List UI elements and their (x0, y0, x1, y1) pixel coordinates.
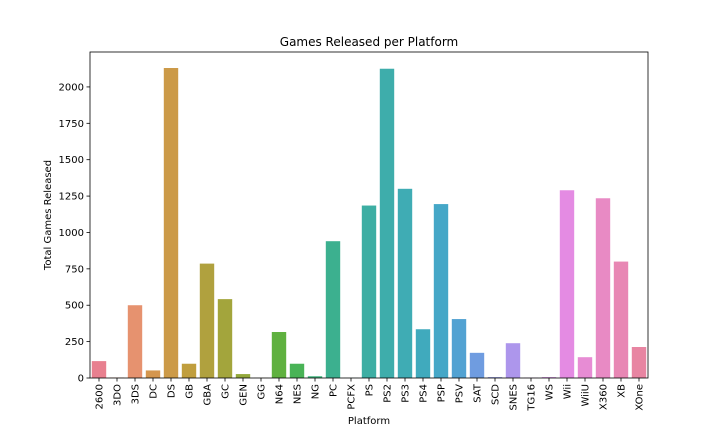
bar-2600 (91, 361, 107, 378)
bar-PS3 (397, 188, 413, 378)
y-tick-label: 750 (65, 264, 84, 275)
x-tick-label: XOne (635, 384, 646, 411)
x-tick-label: 2600 (95, 384, 106, 409)
x-axis: 2600 3DO 3DS DC DS GB GBA GC GEN GG N64 NES NG PC PCFX… (95, 378, 646, 412)
bar-SCD (487, 377, 503, 378)
x-tick-label: PS2 (383, 384, 394, 403)
bar-WiiU (577, 357, 593, 378)
x-tick-label: X360 (599, 384, 610, 410)
x-tick-label: SAT (473, 383, 484, 403)
y-tick-label: 1750 (59, 119, 84, 130)
x-tick-label: SCD (491, 384, 502, 405)
x-tick-label: GBA (203, 384, 214, 406)
bar-PS2 (379, 68, 395, 379)
x-tick-label: Wii (563, 384, 574, 399)
bar-SAT (469, 352, 485, 378)
x-tick-label: PS4 (419, 384, 430, 403)
bar-Wii (559, 190, 575, 378)
chart-title: Games Released per Platform (280, 35, 458, 49)
x-tick-label: WS (545, 384, 556, 400)
x-tick-label: NG (311, 384, 322, 399)
bar-X360 (595, 198, 611, 378)
x-axis-label: Platform (348, 416, 390, 427)
bar-PS4 (415, 329, 431, 378)
x-tick-label: PC (329, 384, 340, 397)
bar-XB (613, 261, 629, 378)
x-tick-label: 3DS (131, 384, 142, 404)
plot-frame (89, 51, 649, 379)
bar-GC (217, 299, 233, 378)
x-tick-label: SNES (509, 384, 520, 411)
x-tick-label: PSV (455, 384, 466, 403)
y-tick-label: 1500 (59, 155, 84, 166)
y-tick-label: 500 (65, 301, 84, 312)
x-tick-label: PS (365, 384, 376, 396)
bar-DS (163, 68, 179, 379)
x-tick-label: N64 (275, 384, 286, 404)
y-tick-label: 1000 (59, 228, 84, 239)
bar-NG (307, 376, 323, 378)
y-tick-label: 1250 (59, 192, 84, 203)
bar-WS (541, 377, 557, 378)
y-tick-label: 2000 (59, 82, 84, 93)
x-tick-label: XB (617, 384, 628, 398)
bar-N64 (271, 332, 287, 378)
x-tick-label: 3DO (113, 384, 124, 406)
bar-SNES (505, 343, 521, 378)
bar-XOne (631, 347, 647, 378)
x-tick-label: GEN (239, 384, 250, 406)
x-tick-label: TG16 (527, 384, 538, 412)
x-tick-label: GB (185, 384, 196, 399)
x-tick-label: NES (293, 384, 304, 404)
y-tick-label: 250 (65, 337, 84, 348)
bar-PS (361, 205, 377, 378)
bar-GBA (199, 263, 215, 378)
x-tick-label: GG (257, 384, 268, 400)
bar-GEN (235, 374, 251, 378)
x-tick-label: GC (221, 384, 232, 399)
y-axis-label: Total Games Released (43, 160, 54, 271)
x-tick-label: WiiU (581, 384, 592, 407)
x-tick-label: DS (167, 384, 178, 398)
bars-group (91, 68, 647, 379)
bar-PC (325, 241, 341, 378)
bar-GB (181, 363, 197, 378)
bar-PSV (451, 319, 467, 378)
x-tick-label: PSP (437, 384, 448, 402)
x-tick-label: DC (149, 384, 160, 399)
bar-PSP (433, 204, 449, 378)
y-tick-label: 0 (78, 374, 84, 385)
bar-DC (145, 370, 161, 378)
x-tick-label: PS3 (401, 384, 412, 403)
x-tick-label: PCFX (347, 384, 358, 410)
bar-3DS (127, 305, 143, 378)
y-axis: 0 250 500 750 1000 1250 1500 1750 2000 (59, 82, 90, 385)
bar-NES (289, 363, 305, 378)
